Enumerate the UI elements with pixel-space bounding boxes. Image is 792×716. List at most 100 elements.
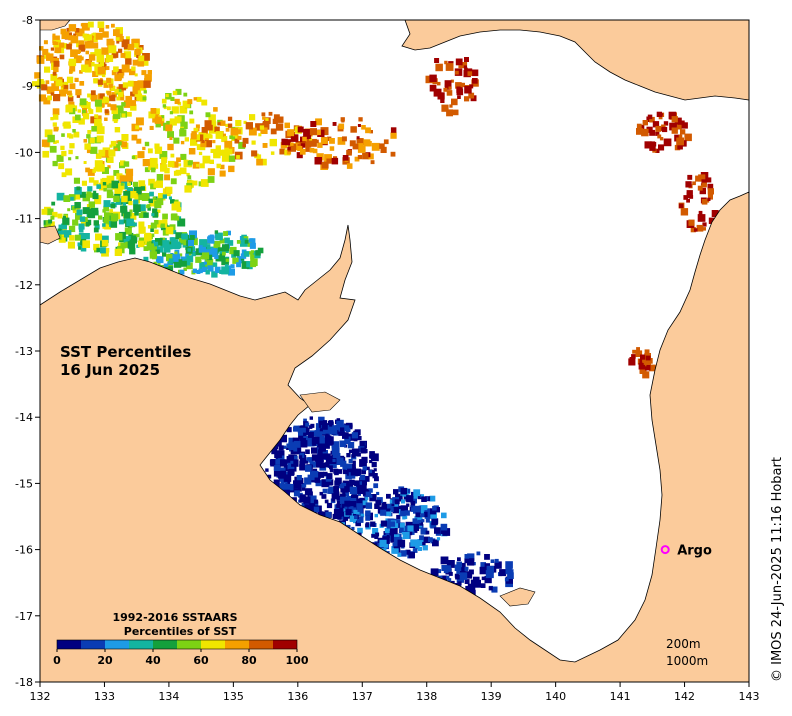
sst-pixel [162, 219, 168, 225]
sst-pixel [238, 141, 246, 149]
sst-pixel [148, 111, 156, 119]
sst-pixel [67, 124, 71, 128]
sst-pixel [237, 135, 242, 140]
sst-pixel [655, 148, 660, 153]
sst-pixel [61, 84, 65, 88]
sst-pixel [38, 94, 46, 102]
sst-pixel [459, 568, 466, 575]
sst-pixel [169, 237, 174, 242]
sst-pixel [134, 211, 139, 216]
sst-pixel [77, 109, 81, 113]
sst-pixel [114, 147, 118, 151]
sst-pixel [133, 89, 138, 95]
sst-pixel [287, 462, 295, 470]
sst-pixel [390, 132, 397, 139]
sst-pixel [331, 491, 340, 500]
sst-pixel [139, 204, 146, 212]
sst-pixel [460, 82, 465, 88]
sst-pixel [446, 90, 453, 96]
sst-pixel [147, 241, 152, 246]
sst-pixel [129, 239, 133, 243]
sst-pixel [304, 488, 313, 496]
sst-pixel [179, 129, 187, 137]
sst-pixel [336, 503, 341, 508]
sst-pixel [304, 504, 312, 512]
sst-pixel [82, 113, 90, 120]
sst-pixel [494, 558, 499, 563]
sst-pixel [160, 244, 164, 248]
sst-pixel [73, 55, 82, 64]
sst-pixel [293, 440, 301, 448]
sst-pixel [299, 149, 306, 155]
sst-pixel [57, 213, 63, 219]
sst-pixel [134, 73, 138, 77]
sst-pixel [78, 245, 83, 250]
sst-pixel [356, 503, 363, 510]
sst-pixel [209, 249, 218, 258]
sst-pixel [394, 499, 400, 505]
sst-pixel [338, 482, 345, 489]
sst-pixel [312, 148, 318, 154]
sst-pixel [180, 260, 187, 267]
sst-pixel [348, 458, 353, 463]
sst-pixel [288, 442, 297, 450]
sst-pixel [136, 138, 142, 144]
sst-pixel [413, 489, 421, 497]
sst-pixel [681, 122, 688, 129]
sst-pixel [390, 151, 396, 157]
sst-pixel [161, 161, 167, 166]
sst-pixel [286, 483, 294, 491]
sst-pixel [273, 479, 280, 486]
sst-pixel [437, 569, 442, 574]
sst-pixel [116, 40, 120, 44]
sst-pixel [90, 90, 96, 96]
sst-pixel [45, 80, 50, 84]
sst-pixel [342, 432, 349, 439]
legend-swatch [153, 640, 177, 649]
sst-pixel [464, 96, 470, 102]
sst-pixel [95, 233, 102, 241]
sst-pixel [431, 518, 438, 526]
sst-pixel [346, 453, 351, 458]
sst-pixel [504, 577, 509, 582]
sst-pixel [347, 441, 355, 449]
sst-pixel [340, 485, 348, 493]
sst-pixel [437, 81, 441, 86]
sst-pixel [167, 241, 173, 247]
sst-pixel [147, 207, 151, 211]
sst-pixel [54, 46, 62, 53]
sst-pixel [406, 495, 414, 503]
sst-pixel [281, 138, 288, 146]
sst-pixel [340, 427, 345, 432]
sst-pixel [644, 132, 648, 136]
sst-pixel [647, 114, 653, 120]
sst-pixel [171, 239, 179, 247]
sst-pixel [362, 480, 367, 486]
sst-pixel [141, 193, 150, 201]
sst-pixel [63, 84, 69, 90]
sst-pixel [372, 473, 378, 479]
sst-pixel [36, 80, 45, 89]
sst-pixel [460, 62, 468, 69]
sst-pixel [707, 194, 713, 200]
sst-pixel [130, 191, 138, 199]
y-tick-label: -9 [22, 80, 33, 93]
sst-pixel [161, 98, 167, 104]
sst-pixel [356, 487, 363, 494]
sst-pixel [69, 70, 73, 74]
sst-pixel [434, 58, 440, 63]
sst-pixel [148, 162, 156, 171]
sst-pixel [141, 70, 147, 76]
sst-pixel [130, 235, 138, 242]
sst-pixel [285, 139, 292, 146]
sst-pixel [372, 528, 379, 535]
sst-pixel [204, 140, 212, 148]
sst-pixel [351, 432, 358, 439]
sst-pixel [401, 499, 406, 504]
sst-pixel [215, 131, 224, 139]
sst-pixel [179, 253, 183, 257]
sst-pixel [343, 483, 347, 487]
sst-pixel [255, 250, 261, 256]
sst-pixel [47, 95, 52, 101]
sst-pixel [314, 157, 322, 165]
